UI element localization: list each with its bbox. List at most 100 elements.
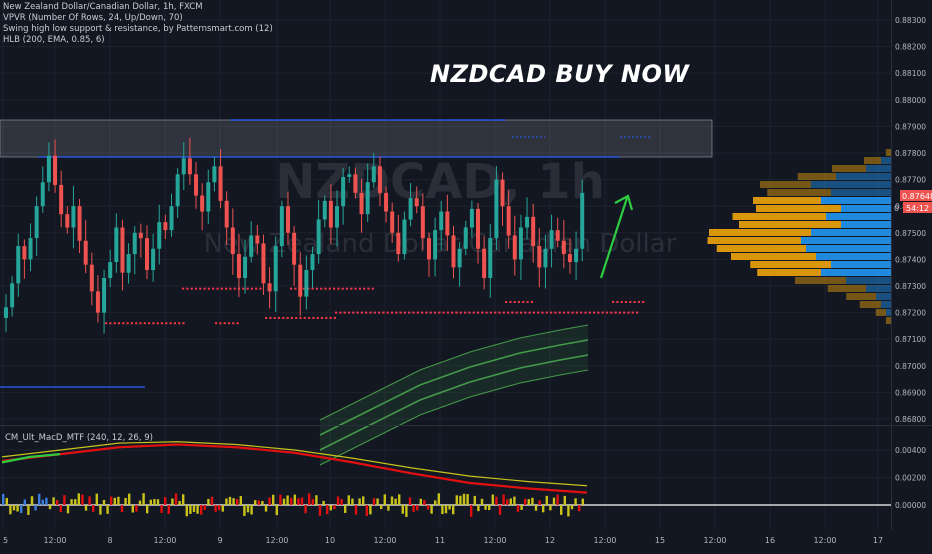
candle-up	[34, 206, 39, 239]
candle-down	[512, 235, 517, 260]
macd-histogram-bar	[524, 498, 527, 505]
support-dot	[369, 311, 372, 314]
candle-up	[71, 206, 76, 228]
macd-histogram-bar	[491, 494, 494, 505]
support-dot	[408, 311, 411, 314]
macd-histogram-bar	[138, 500, 142, 505]
macd-histogram-bar	[117, 496, 120, 505]
support-dot	[524, 311, 527, 314]
vpvr-down-bar	[832, 165, 866, 172]
macd-histogram-bar	[160, 505, 163, 513]
candle-up	[574, 248, 579, 263]
support-dot	[562, 311, 566, 314]
price-tick-label: 0.86900	[895, 388, 926, 397]
macd-histogram-bar	[383, 494, 386, 505]
support-dot	[558, 311, 561, 314]
resistance-zone[interactable]	[0, 119, 713, 158]
support-dot	[399, 311, 402, 314]
candle-down	[187, 158, 192, 175]
macd-histogram-bar	[261, 500, 264, 505]
legend-vpvr[interactable]: VPVR (Number Of Rows, 24, Up/Down, 70)	[3, 13, 183, 23]
macd-histogram-bar	[5, 498, 8, 505]
candle-up	[4, 307, 8, 318]
candle-down	[476, 208, 481, 249]
macd-histogram-bar	[95, 493, 98, 505]
support-dot	[593, 311, 596, 314]
candle-up	[243, 256, 248, 279]
support-dot	[601, 311, 604, 314]
macd-histogram-bar	[264, 505, 268, 512]
time-axis[interactable]: 5 12:00 8 12:00 9 12:00 10 12:00 11 12:00 12 12:00 1…	[3, 536, 883, 545]
candle-down	[359, 192, 364, 215]
time-tick-label: 12	[545, 536, 555, 545]
candle-up	[10, 283, 15, 308]
macd-histogram-bar	[509, 498, 512, 505]
macd-indicator-label[interactable]: CM_Ult_MacD_MTF (240, 12, 26, 9)	[5, 433, 153, 443]
macd-histogram-bar	[221, 505, 224, 512]
macd-histogram-bar	[444, 505, 448, 514]
support-dot	[199, 287, 202, 290]
countdown-badge: 54:12	[903, 202, 932, 213]
support-dot	[472, 311, 475, 314]
support-dot	[325, 316, 328, 319]
vpvr-down-bar	[859, 301, 881, 308]
candle-down	[292, 232, 297, 265]
support-dot	[345, 287, 349, 290]
support-dot	[178, 322, 181, 325]
candle-up	[212, 166, 217, 183]
support-dot	[633, 300, 636, 303]
support-dot	[395, 311, 398, 314]
candle-up	[335, 206, 340, 228]
macd-histogram-bar	[182, 494, 185, 505]
hlb-line	[319, 324, 589, 421]
macd-histogram-bar	[254, 500, 257, 505]
macd-histogram-bar	[318, 505, 322, 516]
candle-up	[341, 176, 346, 207]
macd-histogram-bar	[192, 505, 196, 512]
candle-up	[46, 155, 51, 183]
macd-histogram-bar	[372, 498, 376, 505]
candle-up	[16, 246, 21, 284]
candle-up	[439, 211, 444, 231]
macd-histogram-bar	[81, 494, 84, 505]
vpvr-down-bar	[731, 253, 816, 260]
candle-up	[549, 230, 554, 249]
support-dot	[468, 311, 471, 314]
price-axis[interactable]: 0.88300 0.88200 0.88100 0.88000 0.87900 0.878…	[895, 16, 926, 424]
macd-histogram-bar	[441, 505, 444, 515]
candle-down	[537, 246, 542, 268]
support-dot	[464, 311, 467, 314]
support-dot	[365, 311, 368, 314]
vpvr-up-bar	[876, 293, 891, 300]
support-dot	[320, 287, 323, 290]
vpvr-up-bar	[886, 309, 891, 316]
vpvr-down-bar	[885, 317, 891, 324]
candle-up	[249, 235, 254, 257]
support-dot	[341, 287, 344, 290]
macd-histogram-bar	[286, 495, 289, 505]
candle-down	[285, 206, 290, 233]
support-dot	[232, 322, 235, 325]
time-tick-label: 12:00	[373, 536, 396, 545]
support-dot	[580, 311, 583, 314]
time-tick-label: 17	[873, 536, 883, 545]
vpvr-down-bar	[827, 285, 866, 292]
macd-histogram-bar	[196, 505, 199, 514]
support-dot	[236, 322, 239, 325]
candle-down	[377, 166, 382, 193]
macd-histogram-bar	[156, 499, 160, 505]
legend-symbol[interactable]: New Zealand Dollar/Canadian Dollar, 1h, …	[3, 2, 203, 12]
legend-swing[interactable]: Swing high low support & resistance, by …	[3, 24, 273, 34]
candle-up	[518, 227, 523, 260]
support-dot	[105, 322, 108, 325]
candle-up	[206, 182, 211, 212]
support-dot	[637, 300, 640, 303]
candle-down	[390, 211, 395, 233]
legend-hlb[interactable]: HLB (200, EMA, 0.85, 6)	[3, 35, 105, 45]
macd-axis[interactable]: 0.00400 0.00200 0.00000	[895, 446, 926, 510]
macd-histogram-bar	[473, 495, 476, 505]
candle-up	[433, 230, 438, 260]
chart-grid	[0, 0, 891, 530]
support-dot	[438, 311, 441, 314]
support-dot	[354, 287, 357, 290]
